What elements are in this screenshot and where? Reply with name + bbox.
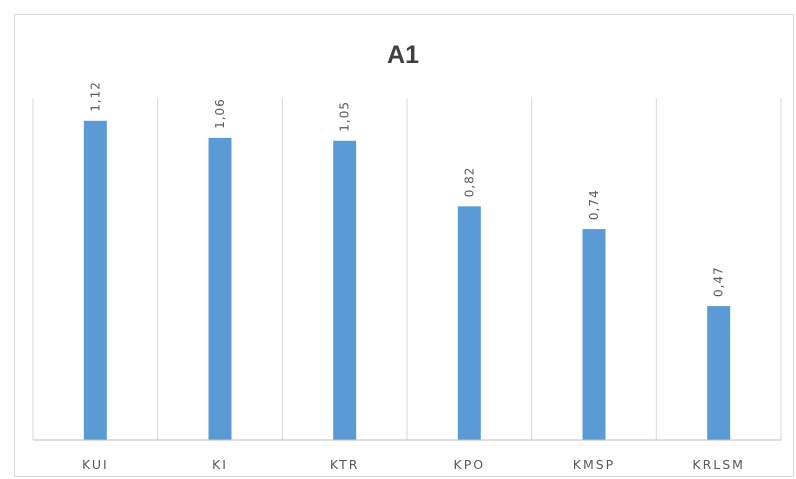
data-label-kpo: 0,82 xyxy=(462,167,476,198)
x-tick-label-kpo: KPO xyxy=(454,457,486,472)
data-label-ktr: 1,05 xyxy=(338,101,352,132)
x-tick-label-krlsm: KRLSM xyxy=(692,457,745,472)
data-labels: 1,12 1,06 1,05 0,82 0,74 0,47 xyxy=(88,81,725,297)
data-label-kui: 1,12 xyxy=(88,81,102,112)
bar-ki xyxy=(208,137,232,440)
data-label-ki: 1,06 xyxy=(213,98,227,129)
data-label-kmsp: 0,74 xyxy=(587,189,601,220)
x-tick-label-kui: KUI xyxy=(82,457,109,472)
bar-krlsm xyxy=(707,306,731,440)
bar-kui xyxy=(83,120,107,441)
x-tick-label-ktr: KTR xyxy=(330,457,360,472)
bar-kpo xyxy=(457,206,481,440)
bar-ktr xyxy=(333,140,357,440)
bars xyxy=(83,120,731,441)
chart-title: A1 xyxy=(387,41,419,69)
x-tick-label-ki: KI xyxy=(212,457,228,472)
data-label-krlsm: 0,47 xyxy=(712,266,726,297)
x-tick-label-kmsp: KMSP xyxy=(573,457,615,472)
x-tick-labels: KUI KI KTR KPO KMSP KRLSM xyxy=(82,457,745,472)
gridlines xyxy=(32,98,782,440)
chart-frame xyxy=(14,14,794,477)
bar-kmsp xyxy=(582,229,606,440)
